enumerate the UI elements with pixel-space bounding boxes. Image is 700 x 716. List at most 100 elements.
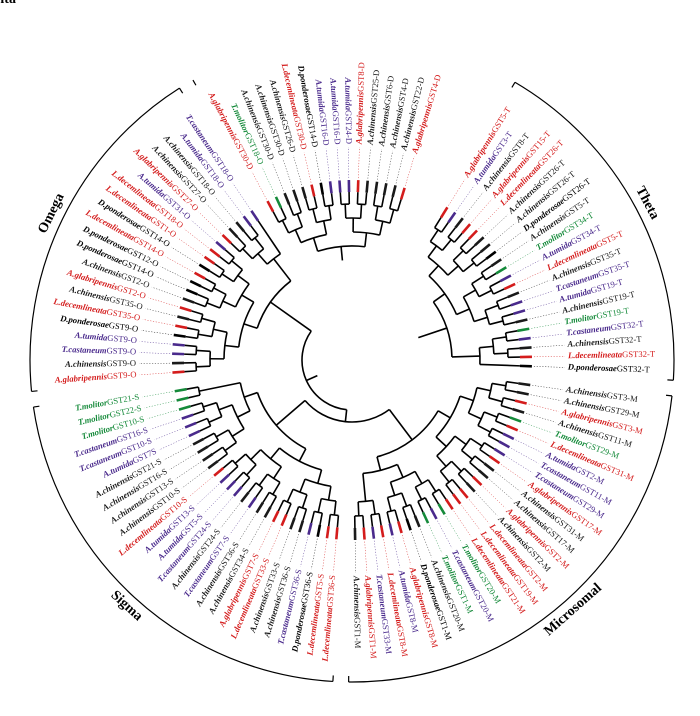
leaf-guide-line bbox=[278, 530, 290, 561]
tree-branch bbox=[217, 453, 228, 462]
leaf-guide-line bbox=[232, 183, 251, 210]
leaf-tip-marker bbox=[274, 196, 283, 209]
leaf-tip-marker bbox=[467, 229, 478, 241]
leaf-species: A.tumida bbox=[73, 330, 108, 343]
leaf-guide-line bbox=[524, 290, 554, 301]
leaf-tip-marker bbox=[197, 445, 209, 454]
leaf-tip-marker bbox=[513, 309, 526, 315]
leaf-guide-line bbox=[471, 199, 492, 223]
tree-branch bbox=[501, 312, 514, 318]
leaf-species: A.tumida bbox=[328, 77, 340, 112]
tree-branch bbox=[469, 455, 476, 463]
tree-branch bbox=[488, 383, 493, 399]
leaf-label: A.chinensisGST25-D bbox=[365, 69, 382, 146]
tree-branch bbox=[250, 449, 262, 461]
tree-branch bbox=[200, 285, 213, 293]
tree-branch bbox=[501, 316, 505, 326]
tree-branch bbox=[495, 301, 501, 310]
tree-branch bbox=[488, 434, 500, 443]
tree-branch bbox=[317, 498, 323, 513]
tree-branch bbox=[427, 245, 438, 258]
tree-branch bbox=[429, 229, 439, 243]
tree-branch bbox=[370, 514, 374, 527]
tree-branch bbox=[438, 488, 447, 500]
leaf-tip-marker bbox=[174, 387, 187, 393]
tree-branch bbox=[503, 321, 516, 326]
leaf-tip-marker bbox=[188, 429, 201, 438]
tree-branch bbox=[330, 193, 334, 206]
tree-branch bbox=[327, 514, 332, 527]
leaf-guide-line bbox=[373, 540, 379, 572]
leaf-guide-line bbox=[300, 536, 309, 567]
leaf-tip-marker bbox=[213, 466, 225, 477]
tree-branch bbox=[462, 296, 475, 322]
leaf-guide-line bbox=[519, 430, 549, 444]
leaf-tip-marker bbox=[235, 221, 246, 233]
tree-branch bbox=[193, 301, 206, 308]
tree-branch bbox=[221, 273, 235, 283]
tree-branch bbox=[414, 471, 423, 484]
tree-branch bbox=[198, 333, 213, 338]
leaf-guide-line bbox=[248, 519, 264, 547]
leaf-guide-line bbox=[154, 427, 184, 441]
tree-branch bbox=[491, 427, 504, 435]
leaf-tip-marker bbox=[280, 514, 288, 527]
tree-branch bbox=[222, 459, 234, 469]
tree-branch bbox=[298, 448, 307, 462]
leaf-tip-marker bbox=[498, 440, 511, 449]
tree-branch bbox=[473, 316, 488, 323]
leaf-tip-marker bbox=[499, 274, 512, 283]
leaf-guide-line bbox=[223, 189, 243, 215]
tree-branch bbox=[224, 441, 237, 452]
leaf-tip-marker bbox=[518, 336, 531, 341]
leaf-tip-marker bbox=[232, 485, 243, 497]
leaf-guide-line bbox=[282, 158, 293, 188]
tree-branch bbox=[362, 473, 367, 502]
leaf-tip-marker bbox=[328, 181, 333, 194]
tree-branch bbox=[474, 455, 485, 465]
leaf-guide-line bbox=[482, 486, 506, 509]
leaf-tip-marker bbox=[510, 300, 523, 307]
tree-branch bbox=[386, 497, 392, 512]
tree-branch bbox=[196, 330, 200, 339]
tree-branch bbox=[254, 487, 264, 499]
leaf-label: D.ponderosaeGST32-T bbox=[567, 361, 651, 374]
tree-branch bbox=[273, 258, 292, 282]
leaf-tip-marker bbox=[507, 291, 520, 299]
leaf-tip-marker bbox=[471, 475, 483, 486]
tree-branch bbox=[463, 289, 476, 298]
leaf-tip-marker bbox=[247, 496, 257, 509]
leaf-guide-line bbox=[139, 352, 171, 354]
leaf-guide-line bbox=[484, 214, 508, 237]
tree-branch bbox=[493, 288, 505, 295]
clade-label-omega: Omega bbox=[35, 191, 67, 236]
tree-branch bbox=[389, 207, 398, 212]
tree-branch bbox=[272, 466, 283, 479]
leaf-guide-line bbox=[165, 256, 193, 272]
tree-branch bbox=[402, 507, 408, 520]
tree-branch bbox=[378, 221, 384, 236]
leaf-guide-line bbox=[183, 228, 209, 249]
tree-branch bbox=[239, 382, 251, 412]
tree-branch bbox=[310, 511, 316, 524]
tree-branch bbox=[451, 355, 480, 358]
tree-branch bbox=[340, 246, 344, 261]
leaf-guide-line bbox=[268, 527, 282, 557]
leaf-species: A.chinensis bbox=[352, 575, 363, 618]
tree-branch bbox=[459, 247, 467, 255]
clade-label-theta: Theta bbox=[632, 184, 662, 222]
tree-branch bbox=[454, 435, 467, 446]
leaf-guide-line bbox=[155, 276, 185, 290]
leaf-tip-marker bbox=[307, 522, 313, 535]
leaf-guide-line bbox=[196, 483, 220, 506]
clade-bracket-tick bbox=[665, 394, 673, 397]
tree-branch bbox=[212, 446, 224, 455]
leaf-guide-line bbox=[181, 469, 207, 489]
leaf-gene: GST32-T bbox=[610, 318, 645, 332]
tree-branch bbox=[359, 204, 363, 219]
tree-branch bbox=[301, 494, 308, 509]
tree-branch bbox=[479, 345, 494, 349]
tree-branch bbox=[424, 497, 432, 509]
leaf-species: A.chinensis bbox=[365, 102, 379, 146]
